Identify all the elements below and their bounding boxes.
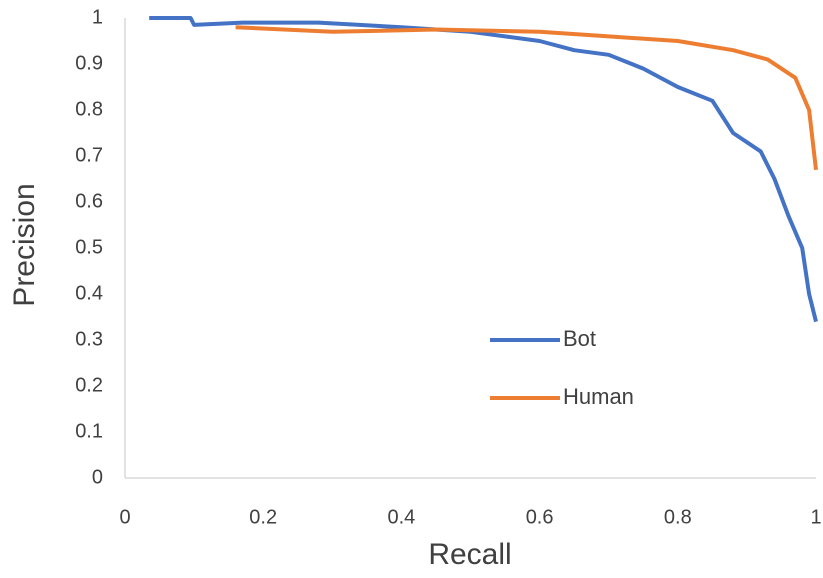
- y-tick-label: 0.7: [75, 144, 103, 166]
- legend-label: Bot: [563, 326, 596, 351]
- y-tick-label: 0.2: [75, 374, 103, 396]
- y-tick-label: 0.3: [75, 328, 103, 350]
- y-axis-title: Precision: [8, 183, 41, 306]
- y-tick-label: 0: [92, 466, 103, 488]
- series-line: [235, 25, 818, 171]
- y-tick-label: 1: [92, 6, 103, 28]
- x-tick-label: 1: [810, 506, 821, 528]
- series-line: [149, 16, 818, 323]
- legend-label: Human: [563, 384, 634, 409]
- y-tick-label: 0.8: [75, 98, 103, 120]
- x-tick-label: 0.4: [387, 506, 415, 528]
- y-tick-label: 0.4: [75, 282, 103, 304]
- x-tick-label: 0.8: [664, 506, 692, 528]
- x-tick-label: 0.2: [249, 506, 277, 528]
- x-tick-label: 0: [119, 506, 130, 528]
- y-tick-label: 0.9: [75, 52, 103, 74]
- x-tick-label: 0.6: [526, 506, 554, 528]
- x-axis-title: Recall: [428, 538, 511, 571]
- y-tick-label: 0.1: [75, 420, 103, 442]
- y-tick-label: 0.5: [75, 236, 103, 258]
- y-tick-label: 0.6: [75, 190, 103, 212]
